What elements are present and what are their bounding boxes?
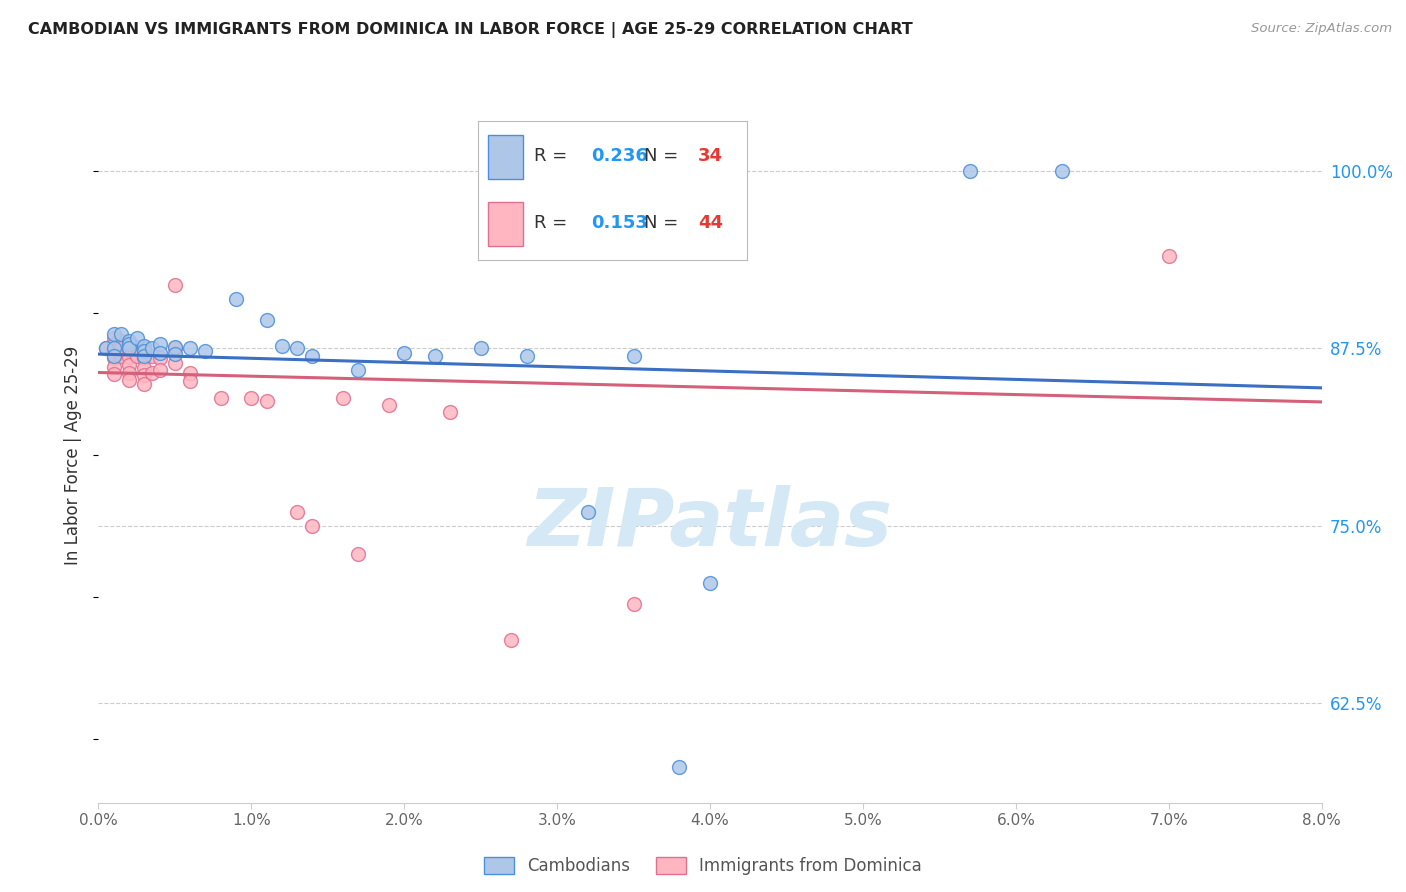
Point	[347, 362, 370, 376]
Point	[163, 342, 186, 356]
Point	[285, 505, 308, 519]
Point	[179, 374, 201, 388]
Point	[118, 373, 141, 387]
Point	[163, 356, 186, 370]
Point	[125, 340, 148, 354]
Point	[103, 359, 125, 374]
Text: Source: ZipAtlas.com: Source: ZipAtlas.com	[1251, 22, 1392, 36]
Point	[194, 344, 217, 359]
Point	[118, 334, 141, 349]
Point	[301, 349, 323, 363]
Point	[134, 368, 156, 383]
Point	[141, 366, 163, 380]
Point	[134, 351, 156, 366]
Point	[103, 327, 125, 342]
Y-axis label: In Labor Force | Age 25-29: In Labor Force | Age 25-29	[65, 345, 83, 565]
Point	[332, 391, 354, 405]
Point	[118, 343, 141, 357]
Point	[225, 292, 247, 306]
Point	[209, 391, 232, 405]
Point	[501, 632, 523, 647]
Point	[516, 349, 538, 363]
Point	[94, 342, 117, 356]
Point	[270, 338, 294, 352]
Point	[125, 349, 148, 363]
Point	[94, 342, 117, 356]
Point	[134, 349, 156, 363]
Point	[149, 351, 172, 366]
Point	[240, 391, 263, 405]
Point	[110, 327, 132, 342]
Point	[125, 331, 148, 345]
Point	[256, 313, 278, 327]
Point	[439, 405, 461, 419]
Point	[118, 337, 141, 351]
Point	[959, 164, 981, 178]
Point	[623, 597, 645, 611]
Point	[285, 342, 308, 356]
Point	[103, 337, 125, 351]
Point	[423, 349, 446, 363]
Point	[103, 342, 125, 356]
Point	[118, 359, 141, 373]
Point	[134, 344, 156, 359]
Point	[163, 347, 186, 361]
Point	[134, 361, 156, 376]
Point	[668, 760, 690, 774]
Point	[149, 337, 172, 351]
Point	[110, 349, 132, 363]
Point	[1050, 164, 1073, 178]
Point	[576, 505, 599, 519]
Point	[134, 376, 156, 391]
Point	[301, 519, 323, 533]
Point	[110, 342, 132, 356]
Legend: Cambodians, Immigrants from Dominica: Cambodians, Immigrants from Dominica	[477, 849, 929, 884]
Point	[149, 362, 172, 376]
Text: CAMBODIAN VS IMMIGRANTS FROM DOMINICA IN LABOR FORCE | AGE 25-29 CORRELATION CHA: CAMBODIAN VS IMMIGRANTS FROM DOMINICA IN…	[28, 22, 912, 38]
Point	[103, 349, 125, 363]
Point	[134, 338, 156, 352]
Point	[118, 350, 141, 364]
Point	[103, 367, 125, 381]
Point	[470, 342, 492, 356]
Point	[179, 366, 201, 380]
Point	[103, 331, 125, 345]
Point	[110, 334, 132, 349]
Point	[392, 345, 416, 359]
Point	[118, 337, 141, 351]
Point	[1157, 249, 1180, 263]
Point	[347, 547, 370, 561]
Point	[163, 277, 186, 292]
Point	[179, 342, 201, 356]
Point	[378, 398, 401, 412]
Point	[516, 164, 538, 178]
Point	[699, 575, 721, 590]
Point	[103, 351, 125, 366]
Point	[623, 349, 645, 363]
Point	[256, 394, 278, 409]
Point	[118, 366, 141, 380]
Point	[141, 342, 163, 356]
Point	[546, 164, 568, 178]
Point	[163, 340, 186, 354]
Text: ZIPatlas: ZIPatlas	[527, 485, 893, 564]
Point	[103, 344, 125, 359]
Point	[149, 345, 172, 359]
Point	[141, 349, 163, 363]
Point	[134, 342, 156, 356]
Point	[118, 342, 141, 356]
